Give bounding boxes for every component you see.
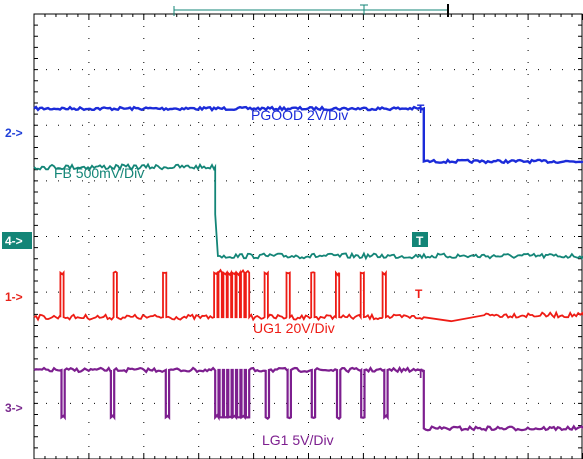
channel-4-marker: 4-> [5, 234, 23, 248]
pgood-trace [33, 105, 583, 165]
ug1-label: UG1 20V/Div [253, 320, 335, 336]
traces [33, 105, 583, 432]
grid-border [33, 13, 583, 459]
trigger-marker-ug1: T [415, 287, 423, 301]
channel-1-marker: 1-> [5, 290, 23, 304]
trigger-position-bracket [173, 4, 449, 17]
fb-label: FB 500mV/Div [54, 165, 144, 181]
channel-2-marker: 2-> [5, 126, 23, 140]
trigger-marker-fb: T [416, 234, 424, 248]
lg1-trace [33, 365, 583, 432]
trigger-marker-pgood: T [417, 102, 425, 116]
ug1-trace [33, 268, 583, 323]
grid [33, 13, 583, 459]
lg1-label: LG1 5V/Div [262, 432, 334, 448]
channel-3-marker: 3-> [5, 401, 23, 415]
pgood-label: PGOOD 2V/Div [251, 107, 348, 123]
channel-4-marker-bg [2, 232, 32, 249]
trigger-marker-lg1: T [417, 367, 425, 381]
fb-trace [33, 162, 583, 261]
trigger-marker-fb-bg [412, 232, 428, 247]
